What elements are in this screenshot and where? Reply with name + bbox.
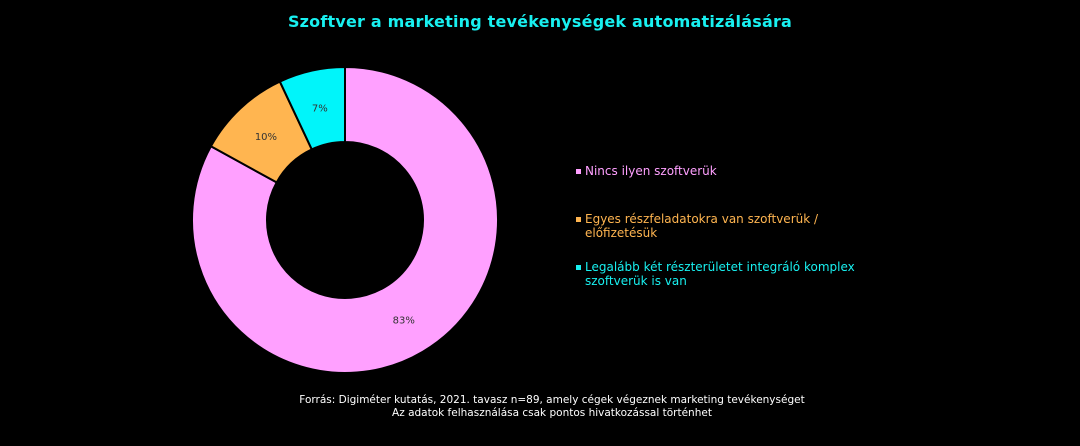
legend-swatch [576,217,581,222]
legend-label: Egyes részfeladatokra van szoftverük / e… [585,212,819,240]
chart-title: Szoftver a marketing tevékenységek autom… [287,12,793,31]
legend-swatch [576,169,581,174]
footer-note: Az adatok felhasználása csak pontos hiva… [392,407,712,419]
legend-item-komplex: Legalább két részterületet integráló kom… [576,260,870,288]
legend-item-egyes: Egyes részfeladatokra van szoftverük / e… [576,212,870,240]
footer: Forrás: Digiméter kutatás, 2021. tavasz … [0,394,1080,420]
footer-source: Forrás: Digiméter kutatás, 2021. tavasz … [299,394,805,406]
slice-label-egyes: 10% [255,132,277,143]
donut-slice-nincs [191,65,499,374]
donut-slice-komplex [278,65,346,151]
legend-label: Nincs ilyen szoftverük [585,164,717,178]
legend-label: Legalább két részterületet integráló kom… [585,260,855,288]
donut-chart: 83% 10% 7% [191,65,499,374]
slice-label-komplex: 7% [312,103,328,114]
slice-label-nincs: 83% [393,315,415,326]
legend-item-nincs: Nincs ilyen szoftverük [576,164,870,178]
legend-swatch [576,265,581,270]
